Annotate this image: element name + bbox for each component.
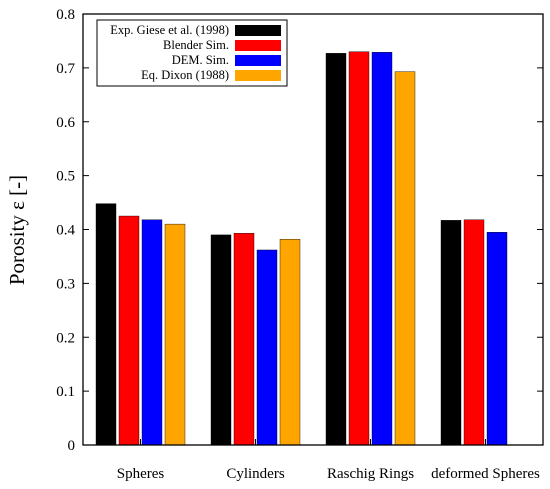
x-axis: Spheres Cylinders Raschig Rings deformed Sp… xyxy=(117,439,540,482)
x-category-label: Cylinders xyxy=(226,466,284,482)
y-axis: 0 0.1 0.2 0.3 0.4 0.5 0.6 0.7 0.8 xyxy=(56,7,543,454)
y-tick-label: 0.1 xyxy=(56,384,75,400)
bar xyxy=(486,231,508,446)
bar xyxy=(210,234,232,446)
legend-swatch xyxy=(235,25,281,36)
bar xyxy=(95,203,117,446)
bar xyxy=(325,53,347,446)
y-tick-label: 0.7 xyxy=(56,61,75,77)
bar xyxy=(348,51,370,446)
legend-swatch xyxy=(235,55,281,66)
y-tick-label: 0.4 xyxy=(56,223,75,239)
bar xyxy=(118,215,140,446)
y-tick-label: 0.8 xyxy=(56,7,75,23)
legend-label: Eq. Dixon (1988) xyxy=(141,68,229,82)
bar xyxy=(233,233,255,446)
bar xyxy=(141,219,163,446)
x-category-label: deformed Spheres xyxy=(431,466,540,482)
x-category-label: Raschig Rings xyxy=(327,466,414,482)
legend-swatch xyxy=(235,70,281,81)
y-axis-title: Porosity ε [-] xyxy=(5,175,29,285)
bar xyxy=(463,219,485,446)
y-tick-label: 0 xyxy=(68,438,76,454)
y-tick-label: 0.3 xyxy=(56,276,75,292)
bar xyxy=(394,71,416,446)
legend-label: DEM. Sim. xyxy=(172,53,229,67)
bar xyxy=(279,238,301,446)
legend-label: Blender Sim. xyxy=(163,38,229,52)
bar xyxy=(440,220,462,446)
bars-layer xyxy=(95,51,508,446)
bar xyxy=(371,52,393,446)
legend-swatch xyxy=(235,40,281,51)
y-tick-label: 0.6 xyxy=(56,115,75,131)
y-tick-label: 0.5 xyxy=(56,169,75,185)
y-tick-label: 0.2 xyxy=(56,330,75,346)
legend: Exp. Giese et al. (1998)Blender Sim.DEM.… xyxy=(96,19,288,87)
bar xyxy=(164,223,186,446)
x-category-label: Spheres xyxy=(117,466,165,482)
bar xyxy=(256,249,278,446)
legend-label: Exp. Giese et al. (1998) xyxy=(110,23,229,37)
